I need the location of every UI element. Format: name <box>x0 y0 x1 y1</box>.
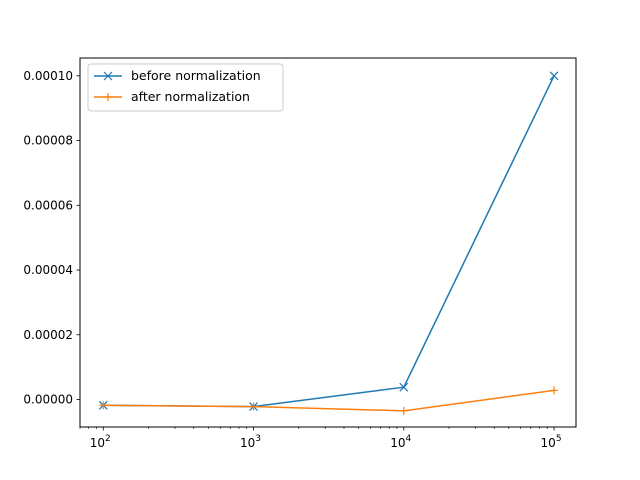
data-point-1 <box>399 406 408 415</box>
plot-frame <box>79 57 577 428</box>
legend-marker-plus <box>104 93 112 101</box>
data-point-1 <box>249 402 258 411</box>
data-point-0 <box>549 71 559 81</box>
y-tick-label: 0.00010 <box>23 69 73 83</box>
y-tick-label: 0.00000 <box>23 392 73 406</box>
series-line-1 <box>103 389 555 412</box>
legend: before normalization after normalization <box>87 63 284 112</box>
legend-marker-x <box>103 71 113 81</box>
series-layer <box>98 71 559 415</box>
legend-label-after: after normalization <box>131 89 250 104</box>
data-point-1 <box>550 386 559 395</box>
y-tick-label: 0.00006 <box>23 198 73 212</box>
y-tick-label: 0.00002 <box>23 328 73 342</box>
legend-label-before: before normalization <box>131 68 261 83</box>
y-tick-label: 0.00008 <box>23 134 73 148</box>
data-point-1 <box>99 401 108 410</box>
y-tick-label: 0.00004 <box>23 263 73 277</box>
legend-box <box>87 63 284 112</box>
data-point-0 <box>399 382 409 392</box>
